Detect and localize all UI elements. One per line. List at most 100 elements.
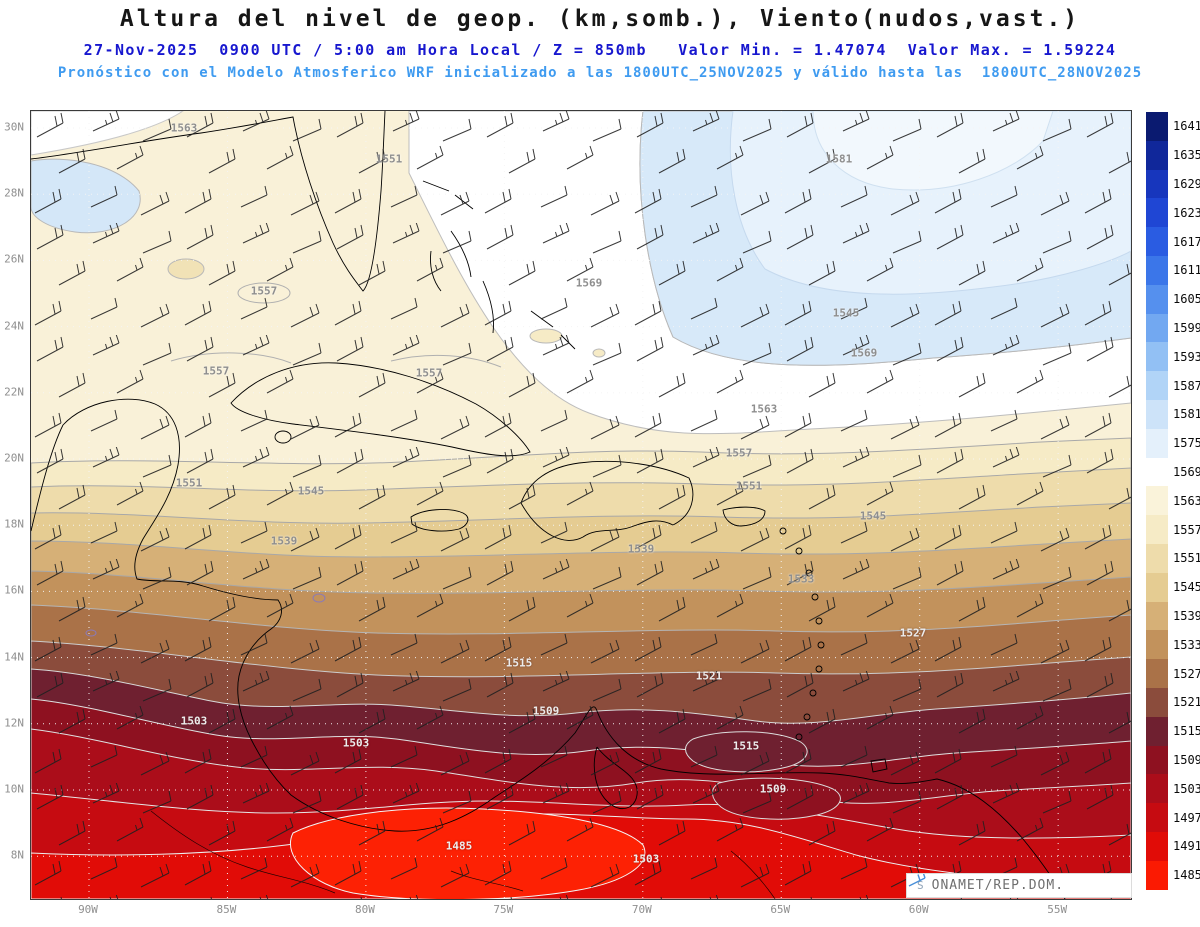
colorbar-entry: 1551: [1146, 543, 1200, 573]
onamet-watermark-text: ONAMET/REP.DOM.: [931, 878, 1065, 893]
colorbar-swatch: [1146, 687, 1168, 717]
y-axis-labels: 30N 28N 26N 24N 22N 20N 18N 16N 14N 12N 10N 8N: [0, 110, 27, 898]
colorbar-swatch: [1146, 112, 1168, 141]
y-tick-label: 18N: [4, 517, 24, 531]
colorbar-label: 1491: [1173, 839, 1200, 854]
colorbar-swatch: [1146, 255, 1168, 285]
colorbar-swatch: [1146, 428, 1168, 458]
colorbar-label: 1611: [1173, 263, 1200, 278]
subtitle-datetime: 27-Nov-2025 0900 UTC / 5:00 am Hora Loca…: [83, 41, 1117, 59]
colorbar-entry: 1599: [1146, 313, 1200, 343]
colorbar-entry: 1497: [1146, 803, 1200, 832]
colorbar-swatch: [1146, 515, 1168, 544]
colorbar-swatch: [1146, 831, 1168, 861]
x-tick-label: 80W: [354, 903, 375, 916]
x-tick-label: 85W: [216, 903, 237, 916]
colorbar-label: 1521: [1173, 695, 1200, 710]
colorbar-label: 1515: [1173, 724, 1200, 739]
colorbar-label: 1533: [1173, 637, 1200, 652]
colorbar-swatch: [1146, 774, 1168, 804]
x-tick-label: 90W: [78, 903, 98, 916]
colorbar-swatch: [1146, 630, 1168, 660]
colorbar-entry: 1539: [1146, 601, 1200, 631]
colorbar-swatch: [1146, 601, 1168, 631]
y-tick-label: 10N: [4, 782, 24, 796]
colorbar-swatch: [1146, 227, 1168, 256]
colorbar-entry: 1575: [1146, 428, 1200, 458]
colorbar-label: 1623: [1173, 205, 1200, 220]
colorbar-entry: 1515: [1146, 716, 1200, 746]
colorbar-entry: 1527: [1146, 659, 1200, 688]
colorbar-swatch: [1146, 198, 1168, 228]
colorbar-label: 1563: [1173, 493, 1200, 508]
x-tick-label: 70W: [631, 903, 652, 916]
colorbar-label: 1485: [1173, 868, 1200, 883]
colorbar-swatch: [1146, 716, 1168, 746]
colorbar-label: 1545: [1173, 580, 1200, 595]
colorbar-label: 1593: [1173, 349, 1200, 364]
colorbar-entry: 1581: [1146, 399, 1200, 429]
colorbar-entry: 1641: [1146, 112, 1200, 141]
colorbar-entry: 1629: [1146, 169, 1200, 199]
y-tick-label: 12N: [4, 716, 24, 730]
colorbar-swatch: [1146, 342, 1168, 372]
colorbar-swatch: [1146, 572, 1168, 602]
map-canvas: [31, 111, 1131, 899]
colorbar-label: 1497: [1173, 810, 1200, 825]
colorbar-entry: 1557: [1146, 515, 1200, 544]
colorbar-swatch: [1146, 399, 1168, 429]
colorbar-label: 1575: [1173, 436, 1200, 451]
colorbar-entry: 1563: [1146, 486, 1200, 516]
colorbar-swatch: [1146, 803, 1168, 832]
map-plot: 1563 1551 1581 1557 1569 1545 1569 1557 1557 1563…: [30, 110, 1132, 900]
colorbar-entry: 1491: [1146, 831, 1200, 861]
y-tick-label: 14N: [4, 650, 24, 664]
colorbar-entry: 1593: [1146, 342, 1200, 372]
colorbar-swatch: [1146, 860, 1168, 890]
wind-barb-logo-icon: [908, 874, 926, 887]
colorbar-entry: 1623: [1146, 198, 1200, 228]
colorbar-entry: 1545: [1146, 572, 1200, 602]
colorbar-label: 1641: [1173, 119, 1200, 134]
colorbar-label: 1539: [1173, 608, 1200, 623]
y-tick-label: 8N: [10, 848, 24, 862]
x-tick-label: 60W: [908, 903, 929, 916]
page-title: Altura del nivel de geop. (km,somb.), Vi…: [119, 6, 1081, 32]
colorbar-entry: 1521: [1146, 687, 1200, 717]
colorbar-swatch: [1146, 486, 1168, 516]
y-tick-label: 26N: [4, 252, 24, 266]
colorbar-label: 1509: [1173, 752, 1200, 767]
subtitle-model: Pronóstico con el Modelo Atmosferico WRF…: [57, 65, 1143, 81]
x-tick-label: 75W: [493, 903, 514, 916]
colorbar-entry: 1569: [1146, 457, 1200, 487]
onamet-watermark: S ONAMET/REP.DOM.: [906, 873, 1132, 898]
colorbar-entry: 1611: [1146, 255, 1200, 285]
colorbar-swatch: [1146, 659, 1168, 688]
x-axis-labels: 90W 85W 80W 75W 70W 65W 60W 55W: [30, 903, 1130, 919]
colorbar-label: 1569: [1173, 464, 1200, 479]
colorbar-label: 1581: [1173, 407, 1200, 422]
y-tick-label: 16N: [4, 583, 24, 597]
colorbar-entry: 1503: [1146, 774, 1200, 804]
colorbar-label: 1503: [1173, 781, 1200, 796]
colorbar-entry: 1605: [1146, 284, 1200, 314]
wind-barbs-layer: [31, 111, 1131, 899]
colorbar-label: 1599: [1173, 320, 1200, 335]
onamet-logo-glyph: S: [917, 879, 924, 892]
colorbar-swatch: [1146, 313, 1168, 343]
colorbar-entry: 1587: [1146, 371, 1200, 400]
colorbar-swatch: [1146, 140, 1168, 170]
colorbar-label: 1527: [1173, 666, 1200, 681]
colorbar-label: 1629: [1173, 176, 1200, 191]
colorbar-label: 1587: [1173, 378, 1200, 393]
y-tick-label: 22N: [4, 385, 24, 399]
y-tick-label: 20N: [4, 451, 24, 465]
colorbar-label: 1557: [1173, 522, 1200, 537]
colorbar-entry: 1635: [1146, 140, 1200, 170]
x-tick-label: 55W: [1047, 903, 1068, 916]
colorbar: 1641 1635 1629 1623 1617 1611 1605 1599 1593 1587…: [1146, 112, 1200, 890]
colorbar-label: 1551: [1173, 551, 1200, 566]
y-tick-label: 28N: [4, 186, 24, 200]
colorbar-entry: 1509: [1146, 745, 1200, 775]
